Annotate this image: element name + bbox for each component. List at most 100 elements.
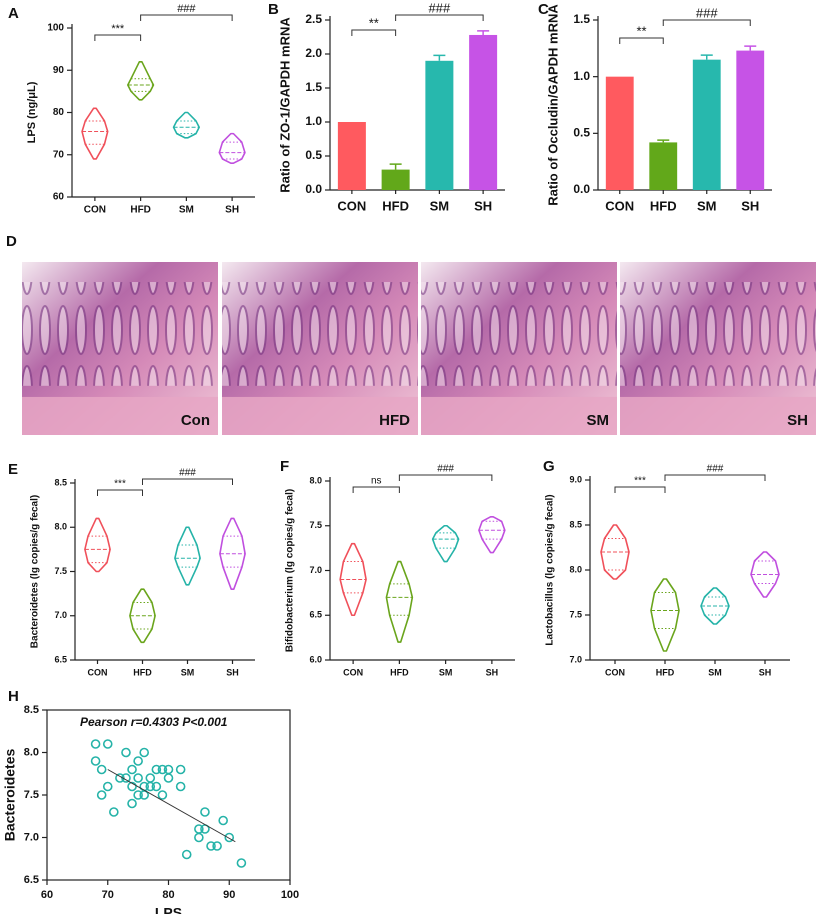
point bbox=[175, 781, 186, 792]
significance-label: *** bbox=[111, 23, 125, 35]
x-tick-label: SM bbox=[179, 205, 194, 216]
y-axis-label: Lactobacillus (lg copies/g fecal) bbox=[545, 494, 556, 645]
x-tick-label: SH bbox=[225, 205, 239, 216]
point bbox=[133, 773, 143, 783]
y-axis-label: Bacteroidetes (lg copies/g fecal) bbox=[30, 495, 41, 648]
point bbox=[96, 764, 107, 775]
muscle-layer bbox=[421, 396, 617, 435]
point bbox=[181, 849, 192, 860]
image-label: HFD bbox=[379, 412, 410, 429]
panel-label: H bbox=[8, 688, 19, 705]
error-bar bbox=[700, 54, 713, 60]
error-bar bbox=[657, 139, 670, 143]
point bbox=[133, 790, 143, 800]
micrograph bbox=[620, 262, 816, 435]
violin bbox=[81, 107, 109, 160]
bar bbox=[337, 122, 366, 190]
point bbox=[175, 764, 186, 775]
point bbox=[96, 790, 107, 800]
violin bbox=[127, 61, 155, 101]
chart-title: Pearson r=0.4303 P<0.001 bbox=[80, 715, 228, 729]
y-axis-label: Ratio of ZO-1/GAPDH mRNA bbox=[277, 17, 292, 193]
significance-label: ### bbox=[179, 468, 196, 479]
y-tick-label: 1.0 bbox=[305, 114, 322, 128]
significance-bracket bbox=[619, 37, 664, 44]
y-tick-label: 8.0 bbox=[54, 522, 67, 532]
x-axis-label: LPS bbox=[155, 905, 182, 914]
x-tick-label: SH bbox=[474, 198, 492, 213]
point bbox=[127, 781, 137, 792]
violin bbox=[84, 517, 111, 573]
panel-label: D bbox=[6, 233, 17, 250]
x-tick-label: SH bbox=[486, 667, 499, 677]
x-tick-label: HFD bbox=[390, 667, 409, 677]
y-tick-label: 0.0 bbox=[305, 182, 322, 196]
bar bbox=[649, 142, 678, 190]
point bbox=[133, 756, 143, 766]
panel-label: G bbox=[543, 458, 555, 475]
point bbox=[115, 773, 125, 783]
error-bar bbox=[433, 54, 446, 61]
bar bbox=[605, 76, 634, 190]
error-bar bbox=[477, 30, 490, 35]
bar bbox=[692, 59, 721, 190]
x-tick-label: CON bbox=[84, 205, 106, 216]
significance-label: ### bbox=[429, 0, 451, 15]
y-tick-label: 8.5 bbox=[24, 704, 39, 716]
y-tick-label: 60 bbox=[53, 192, 65, 203]
significance-label: ns bbox=[371, 476, 382, 487]
violin bbox=[431, 524, 460, 563]
x-tick-label: HFD bbox=[133, 667, 152, 677]
y-tick-label: 100 bbox=[47, 23, 64, 34]
point bbox=[109, 807, 119, 817]
x-tick-label: SM bbox=[708, 667, 722, 677]
y-tick-label: 80 bbox=[53, 107, 65, 118]
point bbox=[139, 790, 149, 800]
point bbox=[127, 764, 137, 775]
significance-label: ### bbox=[177, 3, 196, 15]
point bbox=[194, 832, 204, 843]
violin bbox=[174, 526, 201, 586]
y-tick-label: 7.0 bbox=[24, 831, 39, 843]
x-tick-label: SH bbox=[226, 667, 239, 677]
point bbox=[218, 815, 228, 826]
significance-bracket bbox=[351, 29, 397, 36]
panel-label: A bbox=[8, 5, 19, 22]
x-tick-label: 70 bbox=[102, 889, 114, 901]
y-tick-label: 7.0 bbox=[309, 565, 322, 575]
y-tick-label: 7.5 bbox=[569, 609, 582, 619]
panel-label: E bbox=[8, 461, 18, 478]
x-tick-label: CON bbox=[605, 667, 625, 677]
significance-label: ### bbox=[707, 464, 724, 475]
x-tick-label: SH bbox=[741, 198, 759, 213]
y-tick-label: 1.5 bbox=[573, 12, 590, 26]
point bbox=[212, 841, 222, 851]
x-tick-label: CON bbox=[343, 667, 363, 677]
y-tick-label: 1.5 bbox=[305, 80, 322, 94]
y-tick-label: 7.5 bbox=[24, 789, 39, 801]
x-tick-label: 80 bbox=[162, 889, 174, 901]
panel-label: B bbox=[268, 1, 279, 18]
point bbox=[157, 764, 168, 775]
y-tick-label: 0.5 bbox=[573, 126, 590, 140]
y-tick-label: 7.0 bbox=[569, 654, 582, 664]
point bbox=[139, 747, 149, 758]
crypts bbox=[620, 282, 816, 386]
x-tick-label: SH bbox=[759, 667, 772, 677]
significance-label: *** bbox=[114, 479, 126, 490]
muscle-layer bbox=[620, 396, 816, 435]
y-tick-label: 7.5 bbox=[54, 566, 67, 576]
micrograph bbox=[421, 262, 617, 435]
significance-bracket bbox=[664, 474, 766, 481]
y-tick-label: 0.0 bbox=[573, 182, 590, 196]
y-tick-label: 7.0 bbox=[54, 610, 67, 620]
panel-label: C bbox=[538, 1, 549, 18]
y-axis-label: Ratio of Occludin/GAPDH mRNA bbox=[545, 4, 560, 206]
x-tick-label: HFD bbox=[650, 198, 677, 213]
point bbox=[127, 798, 137, 809]
x-tick-label: SM bbox=[697, 198, 717, 213]
image-label: Con bbox=[181, 412, 210, 429]
y-tick-label: 7.5 bbox=[309, 520, 322, 530]
significance-label: ** bbox=[369, 15, 379, 30]
